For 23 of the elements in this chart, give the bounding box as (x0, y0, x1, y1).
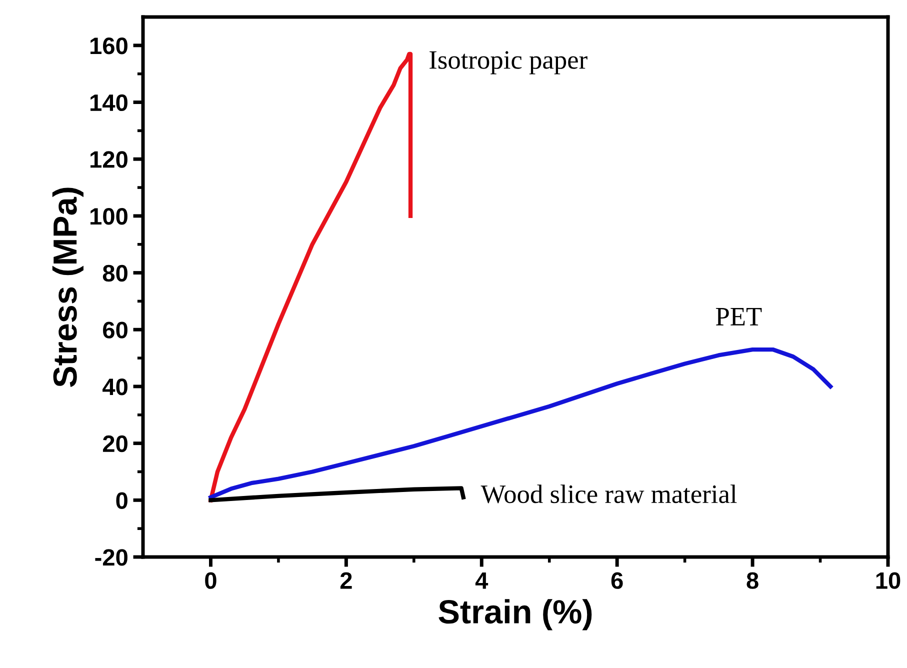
series-label: Wood slice raw material (480, 484, 737, 504)
y-tick-label: 100 (90, 208, 128, 225)
line-series (208, 486, 466, 502)
y-tick-label: 40 (102, 378, 128, 396)
x-tick-label: 8 (746, 572, 758, 589)
series-label: Isotropic paper (430, 51, 588, 74)
y-tick-label: 0 (116, 492, 128, 509)
y-axis-title: Stress (MPa) (52, 188, 84, 387)
x-tick-label: 6 (611, 572, 623, 589)
x-tick-label: 0 (205, 572, 216, 589)
y-tick-label: 80 (102, 264, 128, 282)
x-tick-label: 2 (340, 572, 352, 589)
series-label: PET (716, 308, 762, 326)
x-tick-label: 10 (876, 572, 900, 589)
y-tick-label: 20 (102, 435, 128, 452)
y-tick-label: -20 (95, 549, 128, 566)
y-tick-label: 60 (103, 322, 128, 338)
y-tick-label: 160 (90, 37, 128, 54)
line-series (208, 52, 413, 502)
x-axis-title: Strain (%) (438, 599, 592, 630)
x-tick-label: 4 (475, 572, 488, 589)
y-tick-label: 120 (90, 151, 128, 168)
y-tick-label: 140 (90, 94, 128, 112)
